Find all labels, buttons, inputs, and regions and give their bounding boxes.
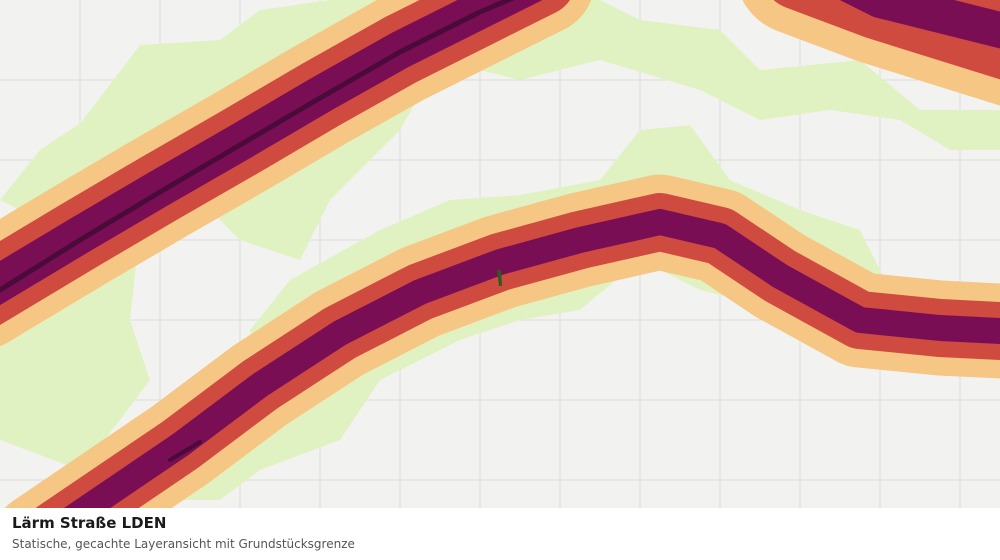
noise-band-north — [0, 0, 591, 346]
noise-band-south — [5, 174, 1000, 508]
parcel-marker — [497, 270, 502, 286]
caption: Lärm Straße LDEN Statische, gecachte Lay… — [0, 508, 1000, 560]
noise-bands — [0, 0, 1000, 508]
layer-subtitle: Statische, gecachte Layeransicht mit Gru… — [12, 537, 355, 551]
map-canvas — [0, 0, 1000, 508]
layer-title: Lärm Straße LDEN — [12, 514, 167, 532]
noise-band-northeast — [742, 0, 1000, 106]
